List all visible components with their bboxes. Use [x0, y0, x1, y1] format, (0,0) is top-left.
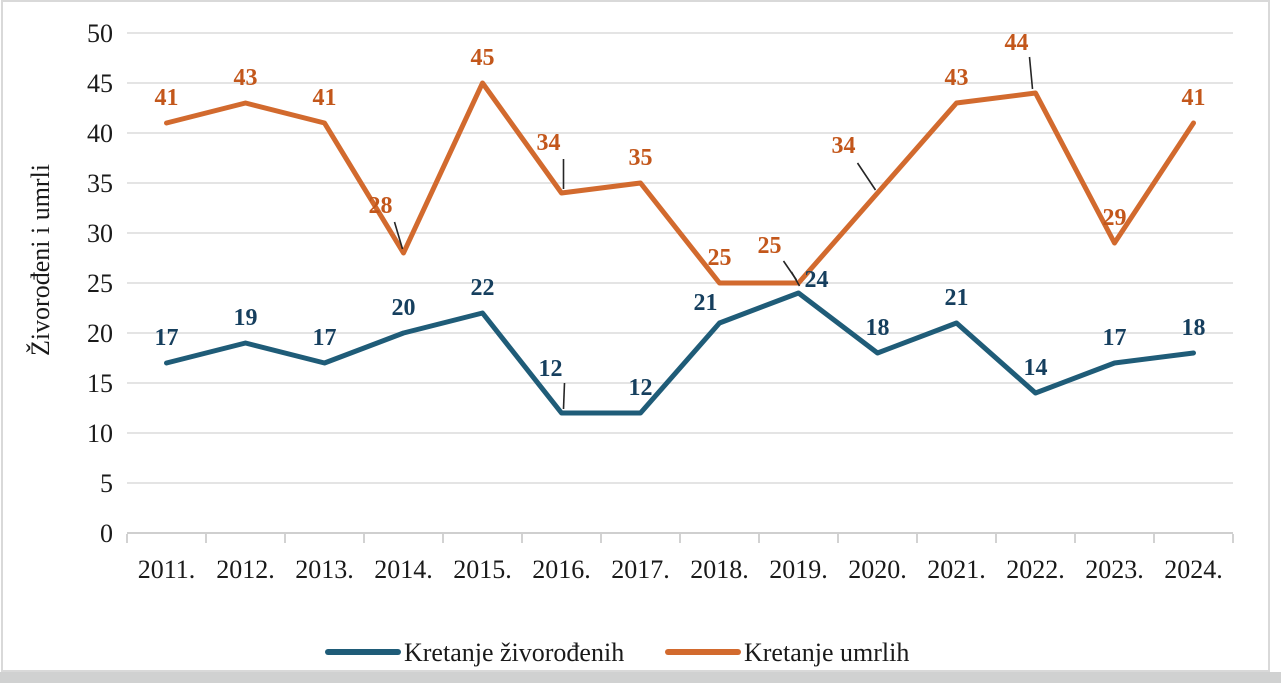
x-tick-label: 2020. — [848, 555, 907, 584]
x-tick-label: 2015. — [453, 555, 512, 584]
x-tick-label: 2013. — [295, 555, 354, 584]
x-tick-label: 2022. — [1006, 555, 1065, 584]
x-tick-label: 2023. — [1085, 555, 1144, 584]
y-tick-label: 5 — [100, 469, 113, 498]
y-tick-label: 30 — [87, 219, 113, 248]
x-tick-label: 2016. — [532, 555, 591, 584]
x-tick-label: 2012. — [216, 555, 275, 584]
data-label: 41 — [313, 85, 337, 111]
x-tick-label: 2014. — [374, 555, 433, 584]
data-label: 44 — [1005, 30, 1029, 56]
x-tick-label: 2017. — [611, 555, 670, 584]
data-label: 41 — [155, 85, 179, 111]
data-label: 35 — [629, 145, 653, 171]
data-label: 17 — [313, 325, 337, 351]
data-label: 41 — [1182, 85, 1206, 111]
data-label: 21 — [945, 285, 969, 311]
data-label: 21 — [694, 290, 718, 316]
data-label: 14 — [1024, 355, 1048, 381]
data-label: 34 — [832, 133, 856, 159]
y-tick-label: 15 — [87, 369, 113, 398]
data-label: 18 — [866, 315, 890, 341]
y-tick-label: 10 — [87, 419, 113, 448]
label-leader-line — [393, 221, 404, 250]
data-label: 17 — [1103, 325, 1127, 351]
data-label: 25 — [758, 233, 782, 259]
data-label: 43 — [234, 65, 258, 91]
x-tick-labels: 2011. 2012. 2013. 2014. 2015. 2016. 2017. 2018.… — [138, 555, 1223, 584]
label-leader-line — [562, 382, 566, 410]
data-label: 29 — [1103, 205, 1127, 231]
data-label: 12 — [539, 356, 563, 382]
x-tick-label: 2011. — [138, 555, 196, 584]
y-tick-label: 50 — [87, 19, 113, 48]
x-tick-label: 2021. — [927, 555, 986, 584]
y-tick-label: 0 — [100, 519, 113, 548]
data-label: 20 — [392, 295, 416, 321]
label-leader-line — [782, 260, 798, 281]
series-line — [164, 290, 1196, 416]
data-label: 43 — [945, 65, 969, 91]
data-label: 24 — [805, 267, 829, 293]
data-label: 45 — [471, 45, 495, 71]
y-tick-label: 35 — [87, 169, 113, 198]
data-labels: 17 19 17 20 22 12 12 21 24 18 21 14 17 18 41 43 41 28 45 34… — [155, 30, 1206, 401]
legend: Kretanje živorođenih Kretanje umrlih — [325, 638, 909, 667]
data-label: 18 — [1182, 315, 1206, 341]
bottom-strip — [0, 672, 1281, 683]
data-label: 34 — [537, 130, 561, 156]
legend-label: Kretanje živorođenih — [404, 638, 624, 667]
data-label: 19 — [234, 305, 258, 331]
legend-label: Kretanje umrlih — [744, 638, 909, 667]
x-tick-label: 2024. — [1164, 555, 1223, 584]
series-lines — [164, 80, 1196, 416]
data-label: 25 — [708, 245, 732, 271]
y-axis-title: Živorođeni i umrli — [26, 164, 55, 356]
y-tick-label: 45 — [87, 69, 113, 98]
leader-lines — [393, 56, 1034, 410]
gridlines — [127, 32, 1233, 534]
y-tick-labels: 0 5 10 15 20 25 30 35 40 45 50 — [87, 19, 113, 548]
data-label: 12 — [629, 375, 653, 401]
y-tick-label: 20 — [87, 319, 113, 348]
y-tick-label: 25 — [87, 269, 113, 298]
series-line — [164, 80, 1196, 286]
y-tick-label: 40 — [87, 119, 113, 148]
data-label: 22 — [471, 275, 495, 301]
data-label: 28 — [369, 193, 393, 219]
x-tick-label: 2019. — [769, 555, 828, 584]
data-label: 17 — [155, 325, 179, 351]
label-leader-line — [856, 162, 877, 191]
x-tick-label: 2018. — [690, 555, 749, 584]
axis-lines — [126, 534, 1234, 543]
label-leader-line — [1028, 56, 1034, 90]
